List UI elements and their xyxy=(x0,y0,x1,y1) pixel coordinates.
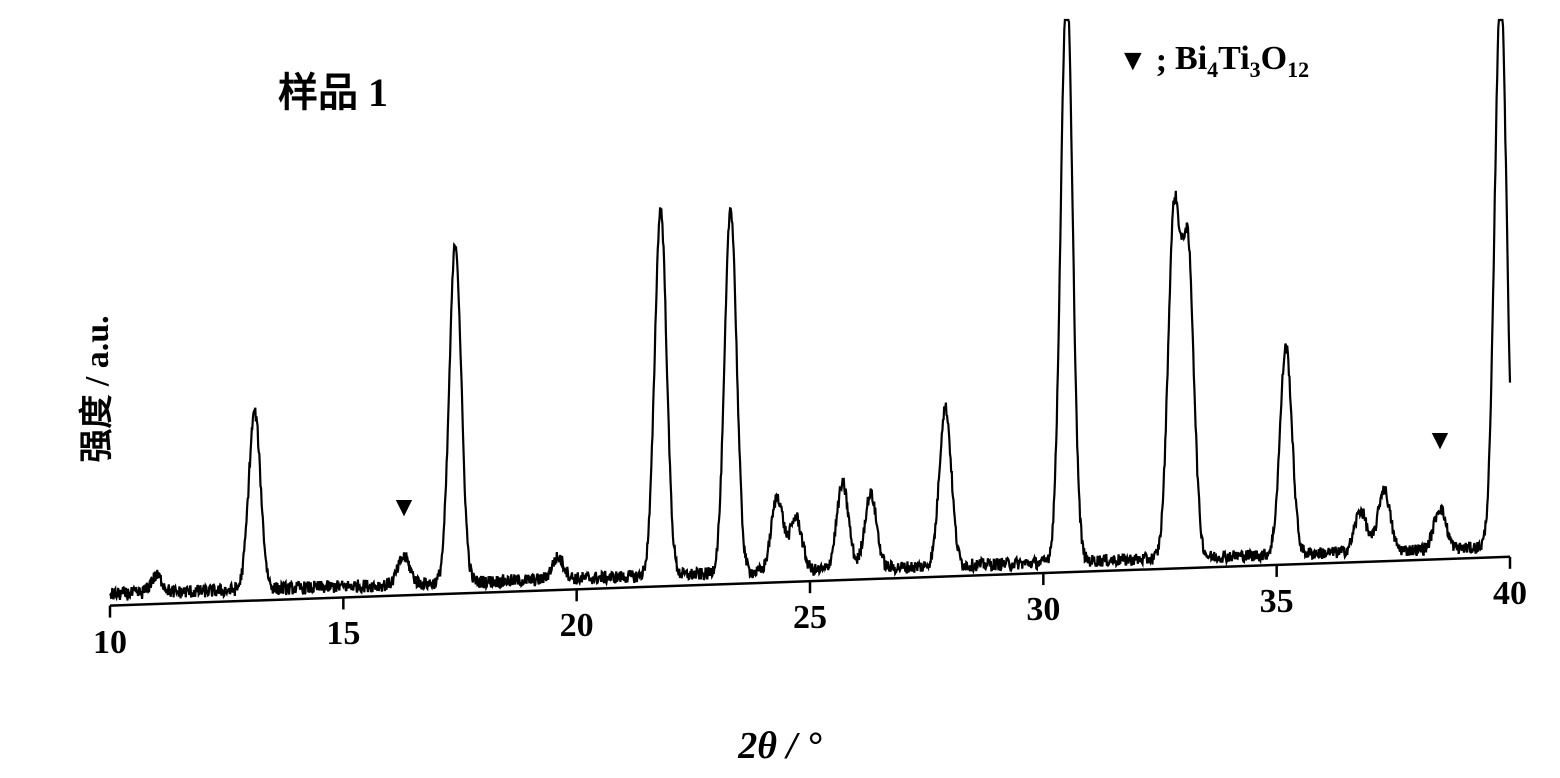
xrd-plot xyxy=(0,0,1560,778)
x-tick-label: 15 xyxy=(326,615,360,653)
x-tick-label: 10 xyxy=(93,624,127,662)
x-tick-label: 20 xyxy=(560,607,594,645)
x-tick-label: 35 xyxy=(1260,583,1294,621)
x-tick-label: 40 xyxy=(1493,575,1527,613)
x-tick-label: 25 xyxy=(793,599,827,637)
xrd-trace xyxy=(110,20,1510,601)
x-tick-label: 30 xyxy=(1026,591,1060,629)
phase-marker-icon: ▼ xyxy=(1426,425,1454,457)
phase-marker-icon: ▼ xyxy=(390,492,418,524)
